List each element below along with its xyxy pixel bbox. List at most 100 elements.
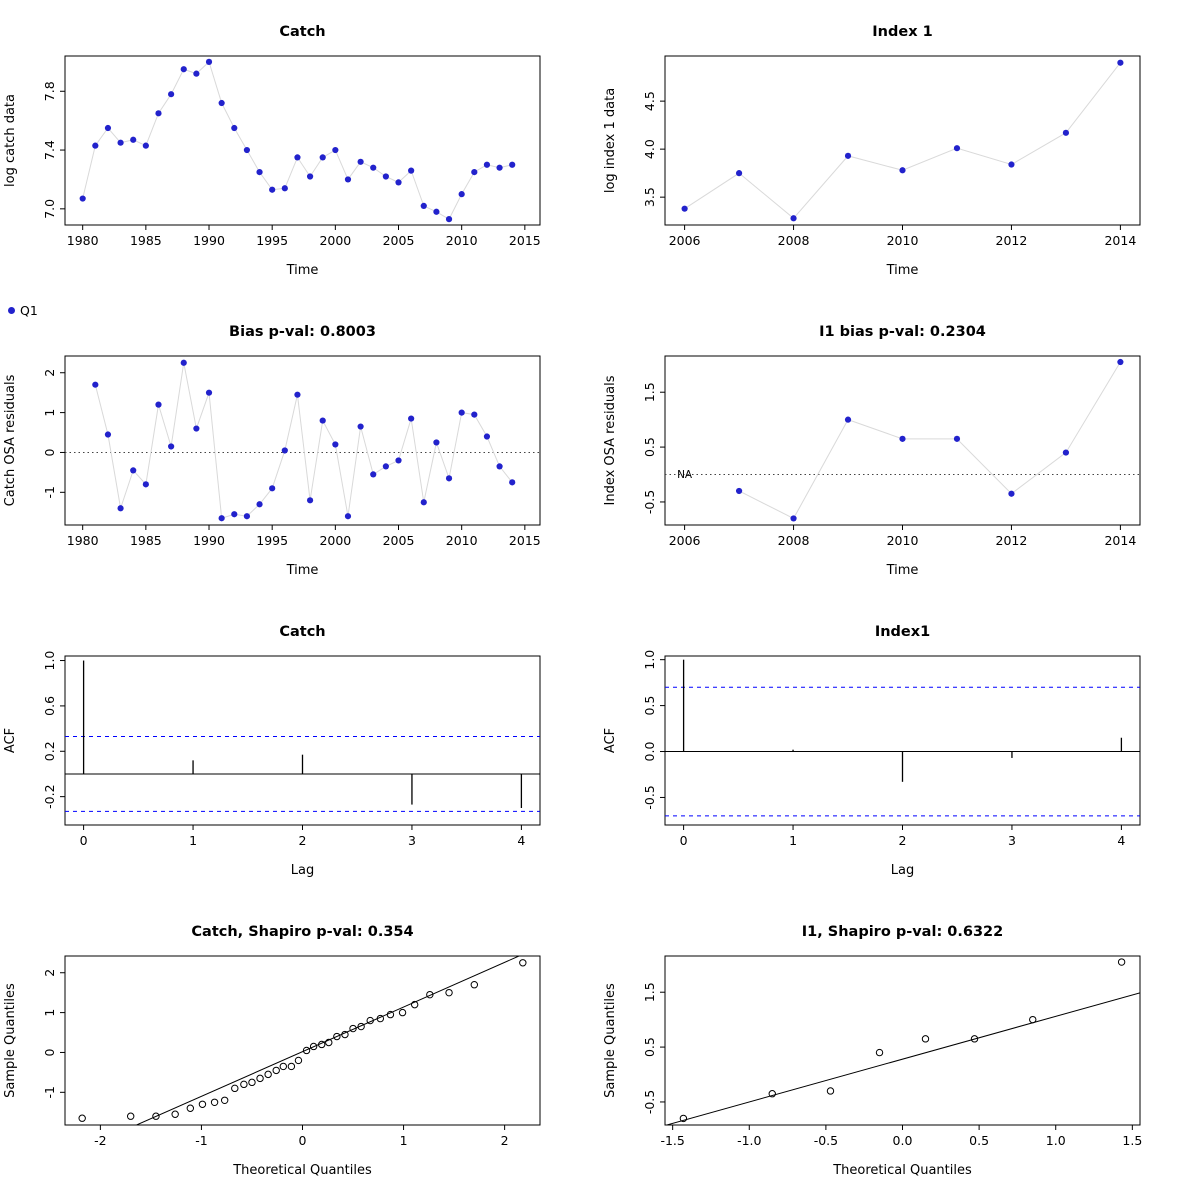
- data-point: [483, 433, 491, 440]
- y-tick-label: 1: [42, 409, 57, 417]
- data-point: [193, 425, 200, 432]
- data-point: [104, 124, 112, 132]
- data-point: [231, 511, 238, 518]
- data-point: [117, 505, 124, 512]
- qq-point: [318, 1040, 326, 1049]
- qq-point: [376, 1014, 385, 1023]
- x-tick-label: 1995: [256, 533, 288, 548]
- y-tick-label: 1.0: [642, 650, 657, 670]
- connecting-line: [82, 60, 513, 220]
- data-point: [344, 176, 352, 183]
- data-point: [953, 145, 961, 152]
- x-axis-label: Time: [886, 563, 919, 578]
- data-point: [218, 99, 225, 107]
- data-point: [844, 416, 852, 423]
- chart-index1-qq: I1, Shapiro p-val: 0.6322 -1.5 -1.0 -0.5 0.0…: [603, 924, 1142, 1178]
- x-tick-label: 2010: [446, 233, 478, 248]
- data-point: [168, 91, 175, 98]
- qq-point: [679, 1114, 688, 1123]
- data-point: [458, 191, 465, 198]
- y-tick-label: 2: [42, 369, 57, 377]
- data-point: [269, 485, 276, 492]
- data-point: [370, 164, 377, 171]
- data-point: [1117, 59, 1124, 66]
- qq-reference-line: [135, 956, 521, 1125]
- data-point: [496, 463, 503, 470]
- legend-q1: Q1: [8, 303, 38, 318]
- x-tick-label: 2010: [887, 233, 919, 248]
- data-point: [1062, 129, 1070, 136]
- plot-box: [64, 955, 541, 1126]
- y-axis-label: ACF: [3, 728, 18, 753]
- data-point: [205, 58, 213, 65]
- y-tick-label: 0: [42, 1048, 57, 1056]
- plot-content: [78, 956, 527, 1125]
- x-tick-label: 2008: [778, 233, 810, 248]
- qq-point: [410, 1000, 419, 1009]
- data-point: [319, 417, 326, 424]
- x-tick-label: 2: [899, 833, 907, 848]
- x-axis-label: Time: [886, 263, 919, 278]
- qq-point: [248, 1078, 256, 1087]
- chart-catch-data: Catch 1980 1985 1990 1995 2000 2005 2010 2015 7.0…: [3, 24, 541, 278]
- qq-point: [126, 1112, 135, 1120]
- data-point: [496, 164, 503, 171]
- data-point: [231, 124, 238, 132]
- qq-point: [256, 1074, 264, 1083]
- data-point: [458, 409, 465, 416]
- data-point: [735, 170, 743, 177]
- qq-point: [333, 1032, 341, 1041]
- data-point: [218, 515, 225, 522]
- y-tick-label: 4.5: [642, 91, 657, 111]
- x-tick-label: 2: [501, 1133, 509, 1148]
- y-tick-label: 7.0: [42, 199, 57, 219]
- data-point: [1008, 161, 1015, 168]
- data-point: [256, 168, 263, 176]
- x-tick-label: 2000: [319, 233, 351, 248]
- x-tick-label: 0.0: [893, 1133, 913, 1148]
- x-tick-label: 0: [680, 833, 688, 848]
- qq-point: [768, 1090, 776, 1098]
- qq-point: [921, 1035, 930, 1043]
- y-tick-label: -0.5: [642, 1090, 657, 1114]
- qq-point: [231, 1084, 239, 1093]
- data-point: [205, 389, 213, 396]
- plot-content: NA: [665, 358, 1140, 522]
- data-point: [735, 487, 743, 495]
- qq-point: [220, 1096, 229, 1104]
- x-tick-label: 2005: [383, 233, 415, 248]
- data-point: [1062, 449, 1070, 456]
- y-tick-label: 0.5: [642, 437, 657, 457]
- chart-title: Index 1: [872, 24, 932, 40]
- data-point: [471, 168, 478, 176]
- x-tick-label: 1985: [130, 233, 162, 248]
- legend-point-icon: [8, 307, 15, 314]
- qq-point: [445, 988, 453, 997]
- y-tick-label: 1: [42, 1009, 57, 1017]
- x-tick-label: 2014: [1104, 233, 1136, 248]
- chart-index1-data: Index 1 2006 2008 2010 2012 2014 3.5 4.0 4.5 Time…: [603, 24, 1141, 278]
- plot-content: [79, 58, 516, 223]
- data-point: [382, 173, 389, 180]
- plot-box: [664, 55, 1141, 226]
- x-tick-label: 0: [80, 833, 88, 848]
- chart-index1-acf: Index1 0 1 2 3 4 -0.5 0.0 0.5 1.0 Lag ACF: [603, 624, 1141, 878]
- qq-point: [970, 1035, 979, 1043]
- x-tick-label: 1990: [193, 533, 225, 548]
- qq-point: [519, 959, 527, 967]
- x-tick-label: 2005: [383, 533, 415, 548]
- data-point: [433, 439, 440, 446]
- data-point: [433, 208, 440, 215]
- data-point: [306, 497, 314, 504]
- qq-point: [325, 1038, 333, 1047]
- data-point: [357, 158, 364, 165]
- qq-point: [386, 1010, 395, 1019]
- qq-point: [152, 1112, 160, 1120]
- plot-box: [64, 355, 541, 526]
- plot-box: [64, 55, 541, 226]
- na-label: NA: [677, 469, 693, 481]
- x-tick-label: 2014: [1104, 533, 1136, 548]
- connecting-line: [684, 62, 1121, 219]
- x-tick-label: -0.5: [814, 1133, 838, 1148]
